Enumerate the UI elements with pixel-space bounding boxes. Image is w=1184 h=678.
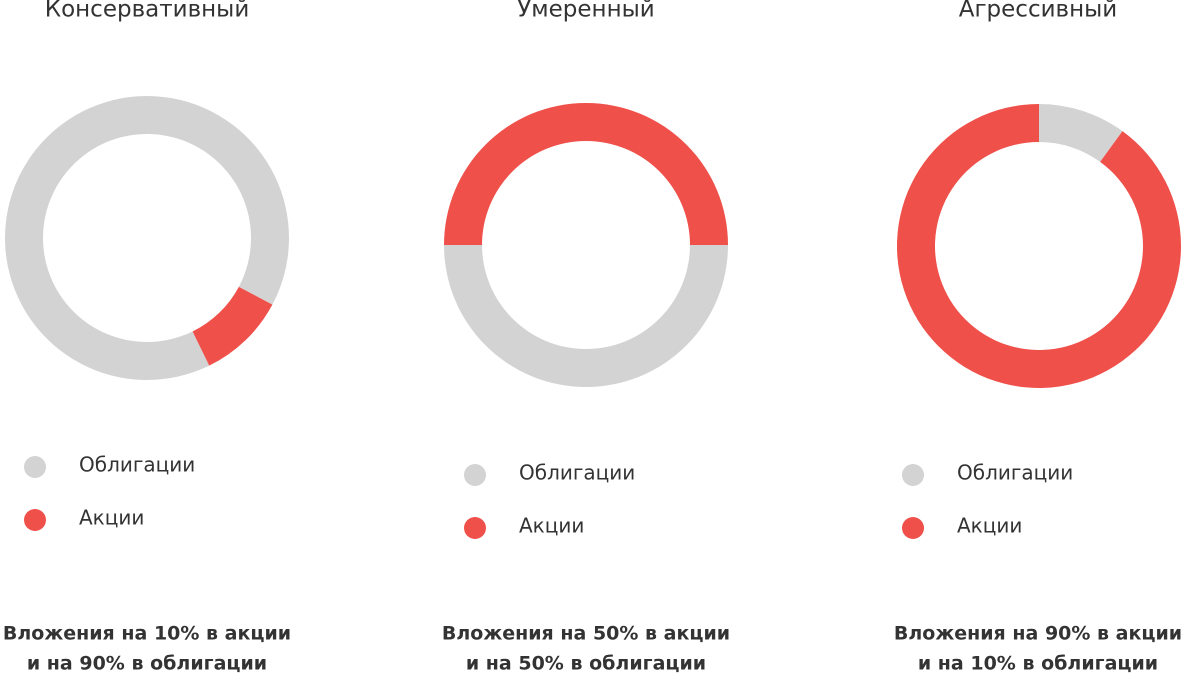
caption: Вложения на 90% в акции (894, 623, 1182, 645)
caption: и на 50% в облигации (466, 653, 706, 675)
donut-segment (444, 245, 728, 387)
legend-swatch (464, 464, 486, 486)
legend-label: Акции (79, 506, 144, 530)
legend-swatch (24, 509, 46, 531)
chart-title: Умеренный (517, 0, 654, 23)
donut-segment (444, 103, 728, 245)
caption: и на 90% в облигации (27, 653, 267, 675)
chart-title: Агрессивный (959, 0, 1118, 23)
legend-swatch (902, 517, 924, 539)
legend-swatch (24, 456, 46, 478)
legend-label: Акции (519, 514, 584, 538)
legend-swatch (464, 517, 486, 539)
legend-swatch (902, 464, 924, 486)
legend-label: Облигации (79, 453, 195, 477)
chart-title: Консервативный (45, 0, 250, 23)
legend-label: Облигации (519, 461, 635, 485)
caption: Вложения на 10% в акции (3, 623, 291, 645)
legend-label: Акции (957, 514, 1022, 538)
donut-segment (896, 104, 1181, 388)
caption: и на 10% в облигации (918, 653, 1158, 675)
donut-segment (1039, 104, 1123, 162)
caption: Вложения на 50% в акции (442, 623, 730, 645)
donut-segment (192, 286, 273, 366)
legend-label: Облигации (957, 461, 1073, 485)
